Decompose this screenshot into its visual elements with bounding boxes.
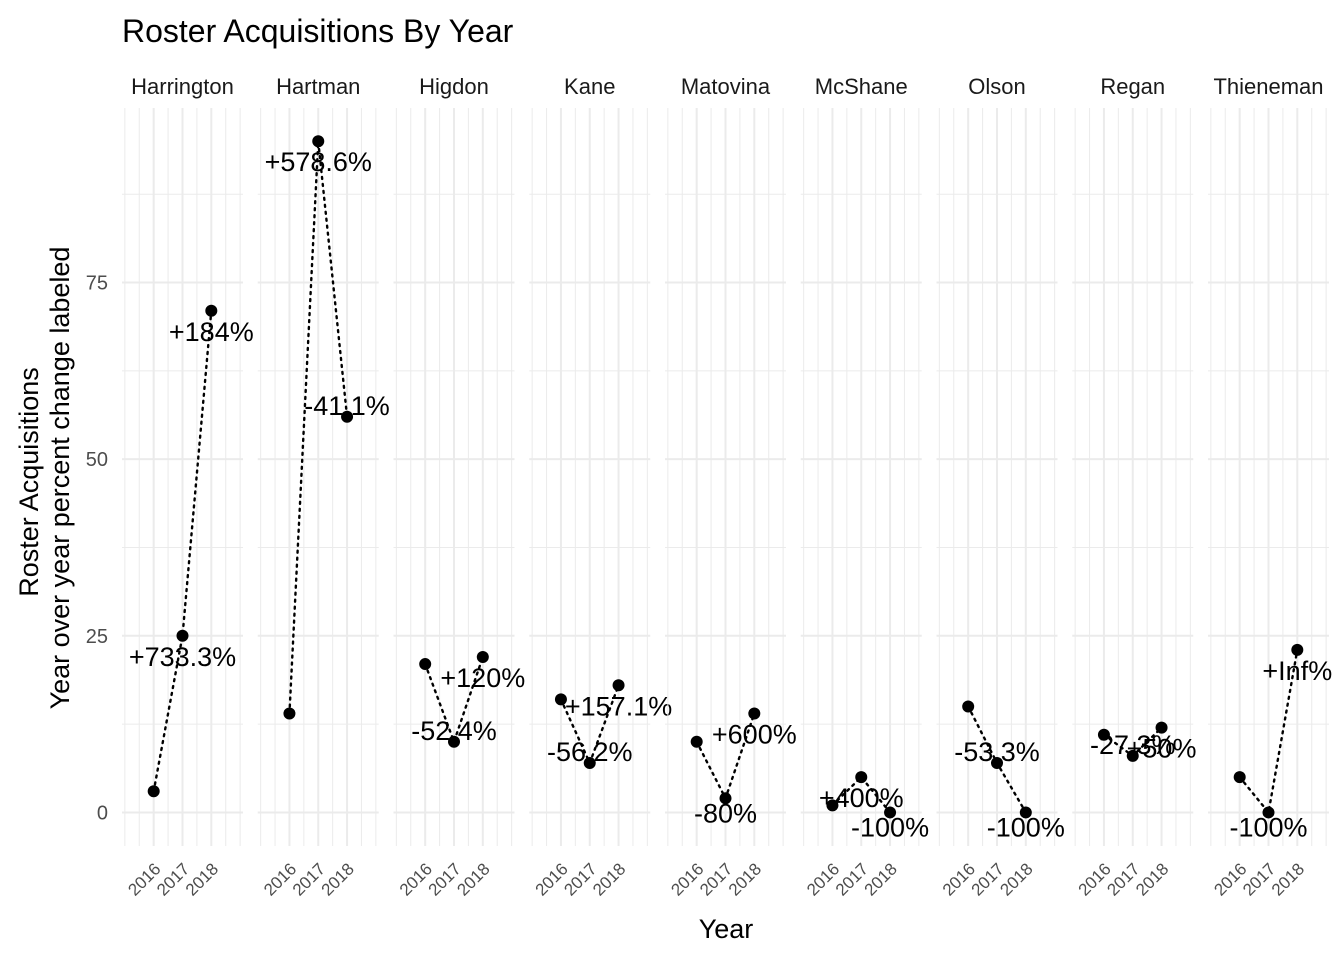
- percent-change-label: -53.3%: [954, 737, 1040, 767]
- percent-change-label: +157.1%: [565, 691, 672, 721]
- y-tick-label: 50: [86, 449, 108, 471]
- data-point: [748, 707, 761, 720]
- percent-change-label: +600%: [712, 720, 797, 750]
- x-tick-label: 2018: [861, 859, 901, 899]
- data-point: [1097, 728, 1110, 741]
- data-point: [312, 135, 325, 148]
- percent-change-label: +50%: [1127, 734, 1197, 764]
- x-tick-label: 2018: [589, 859, 629, 899]
- data-point: [283, 707, 296, 720]
- facet-strip-label: Olson: [968, 74, 1025, 99]
- data-point: [855, 771, 868, 784]
- x-tick-label: 2018: [1132, 859, 1172, 899]
- y-tick-label: 75: [86, 273, 108, 295]
- facet-strip-label: McShane: [815, 74, 908, 99]
- x-tick-label: 2018: [182, 859, 222, 899]
- facet-strip-label: Higdon: [419, 74, 489, 99]
- y-axis-title-line-2: Year over year percent change labeled: [45, 247, 75, 710]
- data-point: [341, 410, 354, 423]
- y-axis-ticks: 0 25 50 75: [86, 273, 108, 825]
- data-point: [1291, 643, 1304, 656]
- data-point: [176, 629, 189, 642]
- data-point: [205, 304, 218, 317]
- data-point: [554, 693, 567, 706]
- data-point: [1155, 721, 1168, 734]
- data-point: [1262, 806, 1275, 819]
- facet-panels: Harrington201620172018+733.3%+184%Hartma…: [122, 74, 1332, 900]
- series-line: [1238, 648, 1299, 816]
- chart-title: Roster Acquisitions By Year: [122, 13, 514, 49]
- percent-change-label: -56.2%: [547, 737, 633, 767]
- x-tick-label: 2018: [725, 859, 765, 899]
- percent-change-label: -27.3%: [1090, 730, 1176, 760]
- x-axis-title: Year: [699, 914, 754, 944]
- data-point: [476, 650, 489, 663]
- percent-change-label: +120%: [440, 663, 525, 693]
- data-point: [583, 756, 596, 769]
- percent-change-label: -100%: [1229, 812, 1307, 842]
- x-tick-label: 2018: [318, 859, 358, 899]
- facet-strip-label: Kane: [564, 74, 615, 99]
- percent-change-label: -52.4%: [411, 716, 497, 746]
- data-point: [991, 756, 1003, 769]
- percent-change-label: -41.1%: [304, 391, 390, 421]
- facet-strip-label: Matovina: [681, 74, 771, 99]
- facet-strip-label: Harrington: [131, 74, 234, 99]
- data-point: [719, 792, 732, 805]
- data-point: [962, 700, 975, 713]
- percent-change-label: +400%: [819, 783, 904, 813]
- percent-change-label: +733.3%: [129, 642, 236, 672]
- data-point: [1233, 771, 1246, 784]
- x-tick-label: 2018: [996, 859, 1036, 899]
- percent-change-label: -100%: [987, 812, 1065, 842]
- data-point: [884, 806, 897, 819]
- y-axis-title: Roster Acquisitions Year over year perce…: [14, 247, 75, 710]
- data-point: [1126, 749, 1139, 762]
- data-point: [612, 679, 625, 692]
- facet-strip-label: Thieneman: [1213, 74, 1323, 99]
- percent-change-label: +184%: [169, 317, 254, 347]
- y-axis-title-line-1: Roster Acquisitions: [14, 367, 44, 597]
- series-line: [831, 775, 892, 814]
- percent-change-label: +Inf%: [1262, 656, 1332, 686]
- data-point: [419, 658, 432, 671]
- data-point: [690, 735, 703, 748]
- y-tick-label: 25: [86, 626, 108, 648]
- facet-strip-label: Regan: [1100, 74, 1165, 99]
- percent-change-label: -100%: [851, 812, 929, 842]
- data-point: [1019, 806, 1032, 819]
- x-tick-label: 2018: [1268, 859, 1308, 899]
- data-point: [147, 785, 160, 798]
- y-tick-label: 0: [97, 802, 108, 824]
- data-point: [826, 799, 839, 812]
- percent-change-label: -80%: [694, 798, 757, 828]
- x-tick-label: 2018: [453, 859, 493, 899]
- facet-strip-label: Hartman: [276, 74, 360, 99]
- data-point: [448, 735, 460, 748]
- percent-change-label: +578.6%: [265, 147, 372, 177]
